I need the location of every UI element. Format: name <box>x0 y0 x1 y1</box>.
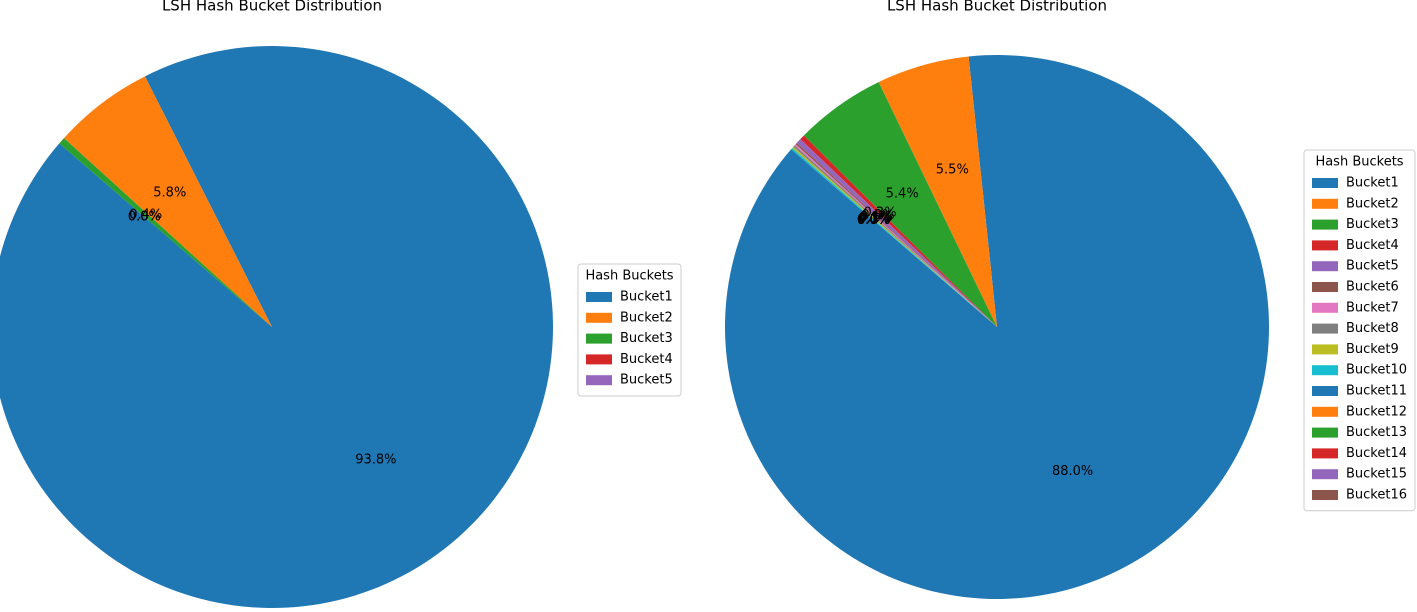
legend-label: Bucket4 <box>620 352 673 367</box>
legend-swatch <box>1312 282 1338 292</box>
slice-label: 5.8% <box>153 185 186 200</box>
legend-swatch <box>1312 261 1338 272</box>
legend-label: Bucket5 <box>1346 259 1399 274</box>
slice-label: 0.4% <box>129 208 162 223</box>
slice-label: 0.1% <box>859 211 892 226</box>
slice-label: 0.1% <box>859 210 892 225</box>
legend-label: Bucket7 <box>1346 300 1399 315</box>
slice-label: 0.0% <box>857 213 890 228</box>
legend-swatch <box>586 354 612 365</box>
legend-label: Bucket6 <box>1346 280 1399 295</box>
slice-label: 0.0% <box>128 209 161 224</box>
pie-slice <box>796 139 997 327</box>
legend-label: Bucket13 <box>1346 425 1407 440</box>
slice-label: 0.3% <box>864 206 897 221</box>
slice-label: 88.0% <box>1052 464 1093 479</box>
pie-slice <box>795 142 997 327</box>
legend-label: Bucket15 <box>1346 467 1407 482</box>
legend-swatch <box>1312 386 1338 396</box>
legend-label: Bucket16 <box>1346 488 1407 503</box>
slice-label: 0.1% <box>860 209 893 224</box>
pie-chart: LSH Hash Bucket Distribution 88.0% 5.5% 5.4… <box>725 0 1416 599</box>
legend-swatch <box>1312 344 1338 355</box>
slice-label: 0.0% <box>857 213 890 228</box>
legend-swatch <box>1312 302 1338 313</box>
pie-slice <box>792 146 997 327</box>
legend-label: Bucket12 <box>1346 404 1407 419</box>
legend-label: Bucket8 <box>1346 321 1399 336</box>
legend-label: Bucket3 <box>1346 217 1399 232</box>
legend-label: Bucket9 <box>1346 342 1399 357</box>
legend-label: Bucket10 <box>1346 363 1407 378</box>
slice-label: 0.1% <box>857 212 890 227</box>
legend-swatch <box>586 312 612 323</box>
slice-label: 0.0% <box>857 213 890 228</box>
pie-slice <box>0 46 553 608</box>
slice-label: 0.0% <box>857 213 890 228</box>
legend-label: Bucket3 <box>620 331 673 346</box>
slice-label: 0.3% <box>861 208 894 223</box>
slice-label: 93.8% <box>355 452 396 467</box>
legend-swatch <box>586 375 612 386</box>
legend-swatch <box>586 333 612 344</box>
pie-slice <box>878 56 997 327</box>
legend-label: Bucket4 <box>1346 238 1399 253</box>
pie-slice <box>725 54 1269 599</box>
legend-swatch <box>1312 469 1338 480</box>
legend-label: Bucket2 <box>1346 196 1399 211</box>
legend-label: Bucket5 <box>620 373 673 388</box>
slice-label: 0.0% <box>857 213 890 228</box>
legend-label: Bucket1 <box>620 290 673 305</box>
chart-title: LSH Hash Bucket Distribution <box>887 0 1107 15</box>
legend-swatch <box>1312 219 1338 230</box>
legend-swatch <box>1312 490 1338 500</box>
slice-label: 0.0% <box>128 209 161 224</box>
pie-slice <box>791 147 997 327</box>
slice-label: 0.1% <box>858 212 891 227</box>
legend-swatch <box>1312 365 1338 376</box>
pie-slice <box>794 144 997 327</box>
legend-label: Bucket2 <box>620 310 673 325</box>
pie-slice <box>59 138 272 327</box>
pie-slice <box>803 82 997 327</box>
legend-swatch <box>1312 198 1338 209</box>
legend-title: Hash Buckets <box>585 269 673 284</box>
pie-chart: LSH Hash Bucket Distribution 93.8% 5.8% 0.4… <box>0 0 682 608</box>
pie-slice <box>800 135 997 327</box>
legend-label: Bucket14 <box>1346 446 1407 461</box>
legend-swatch <box>1312 448 1338 459</box>
slice-label: 5.5% <box>936 163 969 178</box>
chart-title: LSH Hash Bucket Distribution <box>162 0 382 15</box>
legend-swatch <box>1312 427 1338 438</box>
legend-swatch <box>1312 240 1338 251</box>
legend-box <box>1303 149 1416 512</box>
legend-label: Bucket1 <box>1346 176 1399 191</box>
legend-swatch <box>586 292 612 302</box>
slice-label: 5.4% <box>886 187 919 202</box>
legend-label: Bucket11 <box>1346 384 1407 399</box>
pie-slice <box>63 76 273 327</box>
legend-swatch <box>1312 178 1338 188</box>
legend-title: Hash Buckets <box>1315 155 1403 170</box>
pie-slice <box>793 145 997 327</box>
legend-swatch <box>1312 323 1338 334</box>
legend-swatch <box>1312 406 1338 417</box>
slice-label: 0.0% <box>857 213 890 228</box>
pie-slice <box>59 143 272 327</box>
pie-slice <box>791 149 997 327</box>
